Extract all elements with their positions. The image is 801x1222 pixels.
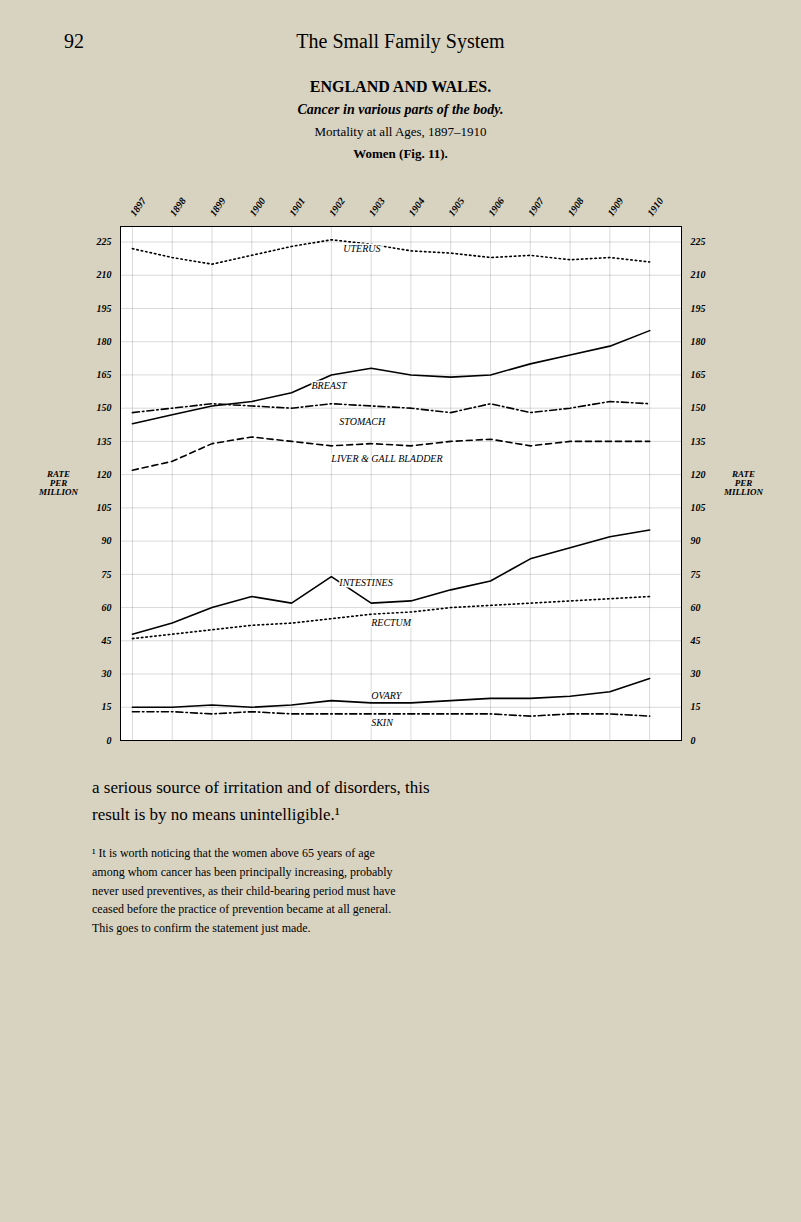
svg-text:RECTUM: RECTUM [370,617,412,628]
svg-text:1903: 1903 [366,195,386,218]
svg-text:1899: 1899 [207,195,227,218]
svg-text:1906: 1906 [486,195,506,218]
html-text:¹ It is worth noticing that th: ¹ It is worth noticing that the women ab… [92,846,396,935]
svg-text:1900: 1900 [247,195,267,218]
html-text:Mortality at all Ages, 1897–19: Mortality at all Ages, 1897–1910 [314,124,487,139]
svg-text:75: 75 [102,569,112,580]
svg-text:150: 150 [97,402,112,413]
svg-text:RATEPERMILLION: RATEPERMILLION [38,469,79,497]
svg-text:135: 135 [691,436,706,447]
svg-text:30: 30 [690,668,701,679]
svg-text:150: 150 [691,402,706,413]
svg-text:RATEPERMILLION: RATEPERMILLION [723,469,764,497]
svg-text:1907: 1907 [526,195,547,219]
svg-text:60: 60 [691,602,701,613]
svg-text:180: 180 [691,336,706,347]
svg-text:45: 45 [101,635,112,646]
html-text:Cancer in various parts of the: Cancer in various parts of the body. [297,102,504,117]
svg-text:165: 165 [97,369,112,380]
html-text:ENGLAND AND WALES.: ENGLAND AND WALES. [309,78,492,95]
html-text:The Small Family System: The Small Family System [296,30,505,52]
svg-text:0: 0 [107,735,112,746]
svg-text:105: 105 [97,502,112,513]
svg-text:180: 180 [97,336,112,347]
svg-text:OVARY: OVARY [371,690,403,701]
svg-text:1901: 1901 [287,195,307,218]
svg-text:135: 135 [97,436,112,447]
svg-text:45: 45 [690,635,701,646]
html-text:92: 92 [64,30,84,52]
svg-text:195: 195 [97,303,112,314]
svg-text:15: 15 [102,701,112,712]
svg-text:75: 75 [691,569,701,580]
svg-text:1905: 1905 [446,195,466,218]
svg-text:1904: 1904 [406,195,426,218]
svg-text:1902: 1902 [327,195,347,218]
svg-text:195: 195 [691,303,706,314]
svg-text:105: 105 [691,502,706,513]
svg-text:90: 90 [102,535,112,546]
svg-text:15: 15 [691,701,701,712]
svg-text:90: 90 [691,535,701,546]
svg-text:120: 120 [691,469,706,480]
svg-text:SKIN: SKIN [371,717,394,728]
svg-text:STOMACH: STOMACH [339,416,386,427]
svg-text:225: 225 [96,236,112,247]
svg-text:INTESTINES: INTESTINES [338,577,392,588]
svg-text:225: 225 [690,236,706,247]
svg-text:210: 210 [96,269,112,280]
html-text:a serious source of irritation: a serious source of irritation and of di… [92,778,430,825]
html-text:Women (Fig. 11).: Women (Fig. 11). [353,146,448,161]
svg-text:1897: 1897 [128,195,149,219]
svg-text:120: 120 [97,469,112,480]
svg-text:210: 210 [690,269,706,280]
svg-text:1910: 1910 [645,195,665,218]
svg-text:30: 30 [101,668,112,679]
svg-text:0: 0 [691,735,696,746]
svg-text:1908: 1908 [565,195,585,218]
svg-text:60: 60 [102,602,112,613]
svg-text:BREAST: BREAST [311,380,347,391]
svg-text:UTERUS: UTERUS [343,243,380,254]
svg-text:1909: 1909 [605,195,625,218]
svg-text:165: 165 [691,369,706,380]
svg-text:LIVER & GALL BLADDER: LIVER & GALL BLADDER [330,453,442,464]
svg-text:1898: 1898 [167,195,187,218]
